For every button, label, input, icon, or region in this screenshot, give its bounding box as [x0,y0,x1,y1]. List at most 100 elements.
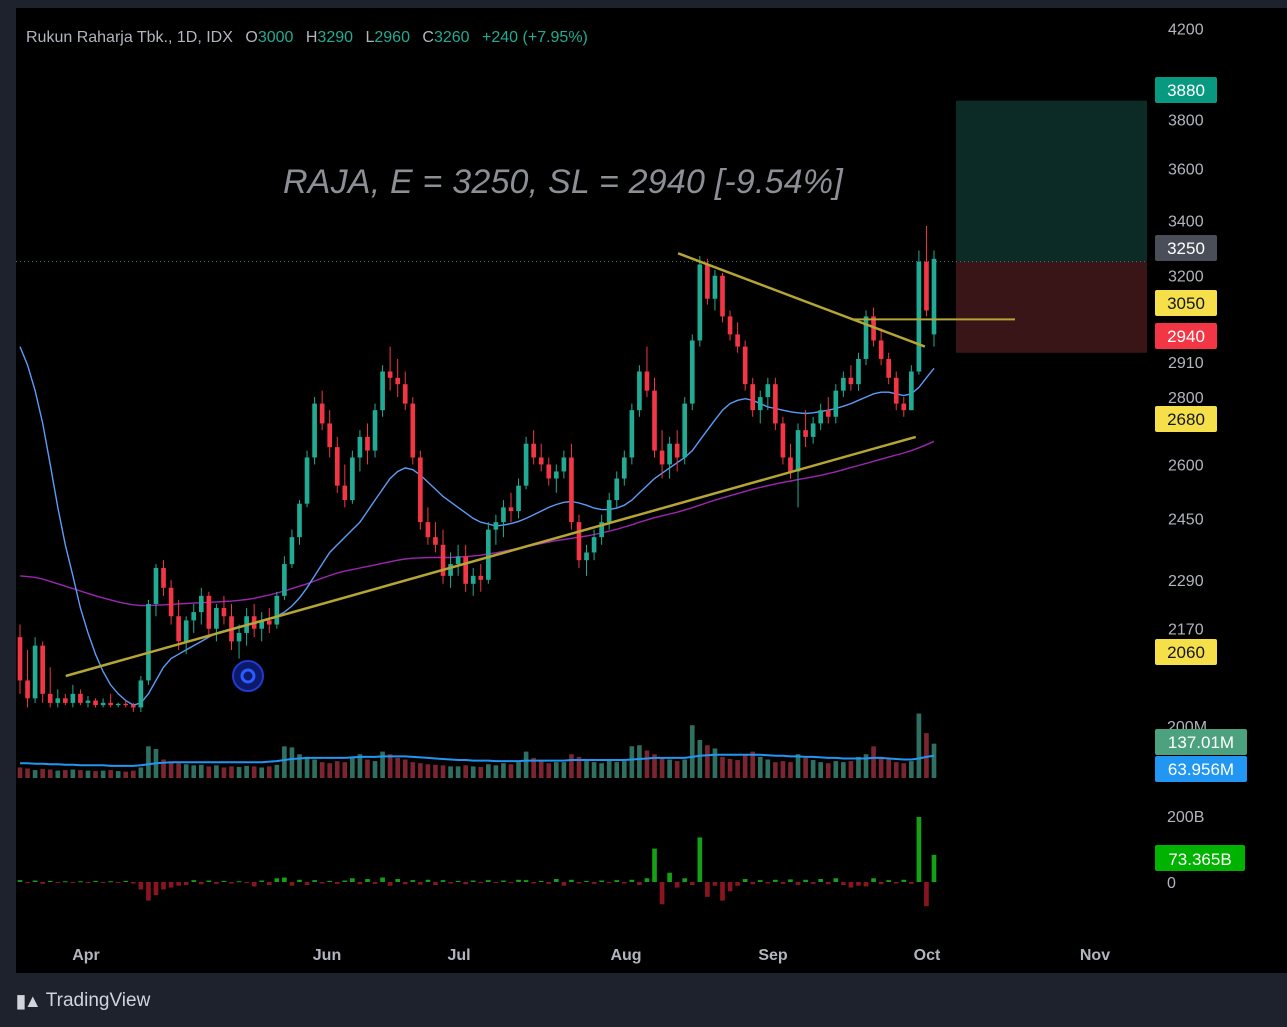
volume-bar [32,770,38,778]
netflow-bar [720,882,725,901]
candle [470,567,476,596]
candle-body [606,500,612,523]
price-tag-label: 3050 [1167,294,1205,313]
netflow-bar [244,882,249,884]
volume-bar [606,759,612,778]
netflow-bar [138,882,144,890]
netflow-bar [183,882,189,885]
candle-body [176,616,181,642]
volume-bar [621,761,627,778]
candle [372,403,378,458]
candle-body [493,522,499,530]
candle [387,346,393,391]
volume-bar [319,762,325,778]
volume-bar [508,764,514,778]
candle-body [705,264,710,299]
candle [803,410,808,448]
volume-bar [689,725,695,778]
volume-bar [773,762,778,778]
netflow-bar [818,879,824,882]
volume-bar [901,763,907,778]
netflow-bar [765,882,771,884]
candle [712,270,718,311]
candle [93,698,98,708]
candle [931,250,937,347]
volume-bar [810,760,816,778]
netflow-bar [470,880,476,882]
netflow-bar [652,848,657,882]
time-tick-label: Sep [758,947,788,964]
volume-bar [652,754,657,778]
candle-body [365,436,370,451]
candle [176,599,181,650]
netflow-bar [342,880,348,882]
netflow-bar [523,880,529,882]
netflow-bar [569,879,574,882]
candle [780,416,786,465]
netflow-bar [153,882,159,895]
netflow-bar [372,882,378,884]
netflow-bar [606,882,612,884]
netflow-bar [123,880,129,882]
candle [818,403,824,431]
netflow-tag-label: 73.365B [1168,850,1231,869]
candle-body [55,698,61,703]
candle-body [221,608,227,617]
candle-body [62,698,68,703]
netflow-bar [659,882,665,905]
volume-bar [85,770,91,778]
candle [486,522,491,584]
volume-bar [478,766,484,778]
volume-bar [410,762,416,778]
tradingview-brand[interactable]: ▮▲ TradingView [16,990,150,1012]
candle [878,328,884,366]
candle-body [418,457,423,523]
netflow-bar [395,879,401,882]
candle-body [803,430,808,437]
candle [652,377,657,458]
candle [282,556,287,600]
volume-bar [893,762,899,778]
chart-annotation-text[interactable]: RAJA, E = 3250, SL = 2940 [-9.54%] [283,163,843,201]
price-tag: 2940 [1155,323,1217,349]
candle [183,616,189,655]
candle-body [561,457,567,472]
netflow-bar [546,882,552,884]
volume-bar [576,756,582,778]
candle [55,689,61,708]
volume-bar [266,766,272,778]
volume-bar [863,754,869,778]
candle [327,410,333,458]
candle [153,564,159,617]
volume-bar [591,762,597,778]
volume-bar [198,764,204,778]
volume-bar [123,771,129,778]
candle [214,603,219,642]
volume-bar [214,765,219,778]
volume-tag-bg [1155,756,1247,782]
candle-body [569,457,574,523]
netflow-bar [161,882,166,890]
volume-bar [599,763,604,778]
volume-bar [780,761,786,778]
candle [463,544,468,592]
netflow-bar [402,882,408,885]
price-tag: 2060 [1155,639,1217,665]
candle [629,403,635,465]
candle [621,450,627,486]
netflow-bar [206,880,212,882]
volume-bar [297,754,302,778]
volume-bar [55,770,61,778]
candle-body [214,608,219,629]
candle [901,397,907,417]
candle-body [312,403,317,458]
volume-bar [282,746,287,778]
volume-bar [757,756,763,778]
volume-bar [470,766,476,778]
candle-body [470,575,476,584]
volume-average-line [20,753,935,767]
volume-bar [909,761,914,778]
volume-bar [304,756,310,778]
legend-low: 2960 [374,29,410,46]
